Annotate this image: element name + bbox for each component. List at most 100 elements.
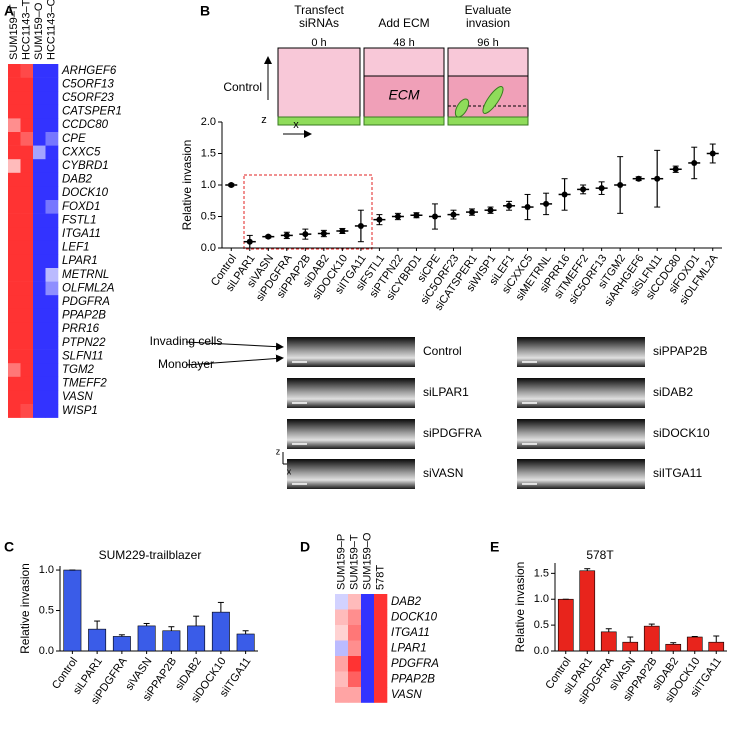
step-time: 48 h [393,37,414,49]
monolayer-label: Monolayer [158,357,214,371]
heatmap-cell [8,336,21,350]
row-label: PDGFRA [391,658,439,670]
heatmap-cell [8,227,21,242]
heatmap-cell [374,671,388,688]
y-tick-label: 0.5 [534,619,549,631]
heatmap-cell [33,404,46,418]
heatmap-cell [348,594,362,610]
heatmap-cell [20,118,34,133]
row-label: C5ORF23 [62,92,114,104]
y-tick-label: 0.0 [534,645,549,657]
column-label: SUM159–O [33,2,45,60]
y-tick-label: 0.5 [39,604,54,616]
heatmap-cell [348,671,362,688]
heatmap-cell [45,91,59,106]
heatmap-cell [20,104,34,119]
row-label: CPE [62,133,86,145]
column-label: SUM159–T [348,534,360,590]
dot [524,204,531,211]
row-label: OLFML2A [62,282,115,294]
heatmap-cell [33,295,46,310]
y-tick-label: 1.0 [201,179,216,191]
heatmap-cell [348,640,362,657]
y-axis-label: Relative invasion [180,140,194,231]
heatmap-cell [20,227,34,242]
invading-label: Invading cells [150,334,223,348]
y-tick-label: 1.5 [201,147,216,159]
step-time: 96 h [477,37,498,49]
heatmap-cell [45,145,59,160]
heatmap-cell [8,91,21,106]
heatmap-cell [45,254,59,269]
y-tick-label: 1.5 [534,567,549,579]
row-label: ITGA11 [391,627,430,639]
row-label: DOCK10 [391,611,438,623]
row-label: ITGA11 [62,228,101,240]
heatmap-cell [33,200,46,214]
heatmap-cell [20,363,34,378]
heatmap-cell [20,295,34,310]
step-label: Add ECM [378,16,429,30]
heatmap-cell [20,281,34,296]
bar [162,630,181,652]
row-label: C5ORF13 [62,78,114,90]
schematic [185,47,529,465]
row-label: SLFN11 [62,350,103,362]
heatmap-cell [361,656,375,672]
image-label: Control [423,344,462,358]
image-label: siVASN [423,466,463,480]
heatmap-cell [33,132,46,146]
heatmap-cell [33,254,46,269]
row-label: ARHGEF6 [61,65,117,77]
micrograph [517,378,645,408]
heatmap-cell [374,687,388,703]
row-label: TGM2 [62,364,95,376]
dot [431,213,438,220]
panel-label: E [490,539,499,555]
heatmap-cell [45,295,59,310]
y-axis-label: Relative invasion [18,563,32,654]
heatmap-cell [20,200,34,214]
heatmap-cell [33,268,46,282]
heatmap-cell [20,240,34,255]
dot [635,175,642,182]
heatmap-cell [335,671,349,688]
heatmap-cell [45,200,59,214]
heatmap-cell [45,227,59,242]
heatmap-cell [33,145,46,160]
heatmap-cell [33,308,46,323]
y-tick-label: 2.0 [201,116,216,128]
dot [709,150,716,157]
dot [302,231,309,238]
heatmap-cell [8,363,21,378]
chart-title: 578T [586,548,614,562]
micrograph [517,459,645,489]
image-label: siLPAR1 [423,385,469,399]
heatmap-cell [348,656,362,672]
column-label: 578T [374,565,386,590]
bar [211,611,230,652]
heatmap-cell [33,77,46,92]
axis-z: z [276,446,281,456]
heatmap-cell [8,200,21,214]
bar [708,641,725,652]
heatmap-cell [361,671,375,688]
heatmap-cell [348,625,362,641]
heatmap-cell [20,349,34,364]
row-label: LPAR1 [391,642,427,654]
row-label: VASN [391,689,422,701]
row-label: LPAR1 [62,255,98,267]
panel-label: D [300,539,310,555]
row-label: PTPN22 [62,337,106,349]
heatmap-cell [33,118,46,133]
micrograph [287,378,415,408]
row-label: FOXD1 [62,201,100,213]
heatmap-cell [45,363,59,378]
heatmap-cell [45,376,59,391]
heatmap-cell [33,159,46,174]
micrograph [517,337,645,367]
heatmap-cell [8,404,21,418]
heatmap-cell [335,594,349,610]
y-axis-label: Relative invasion [513,562,527,653]
